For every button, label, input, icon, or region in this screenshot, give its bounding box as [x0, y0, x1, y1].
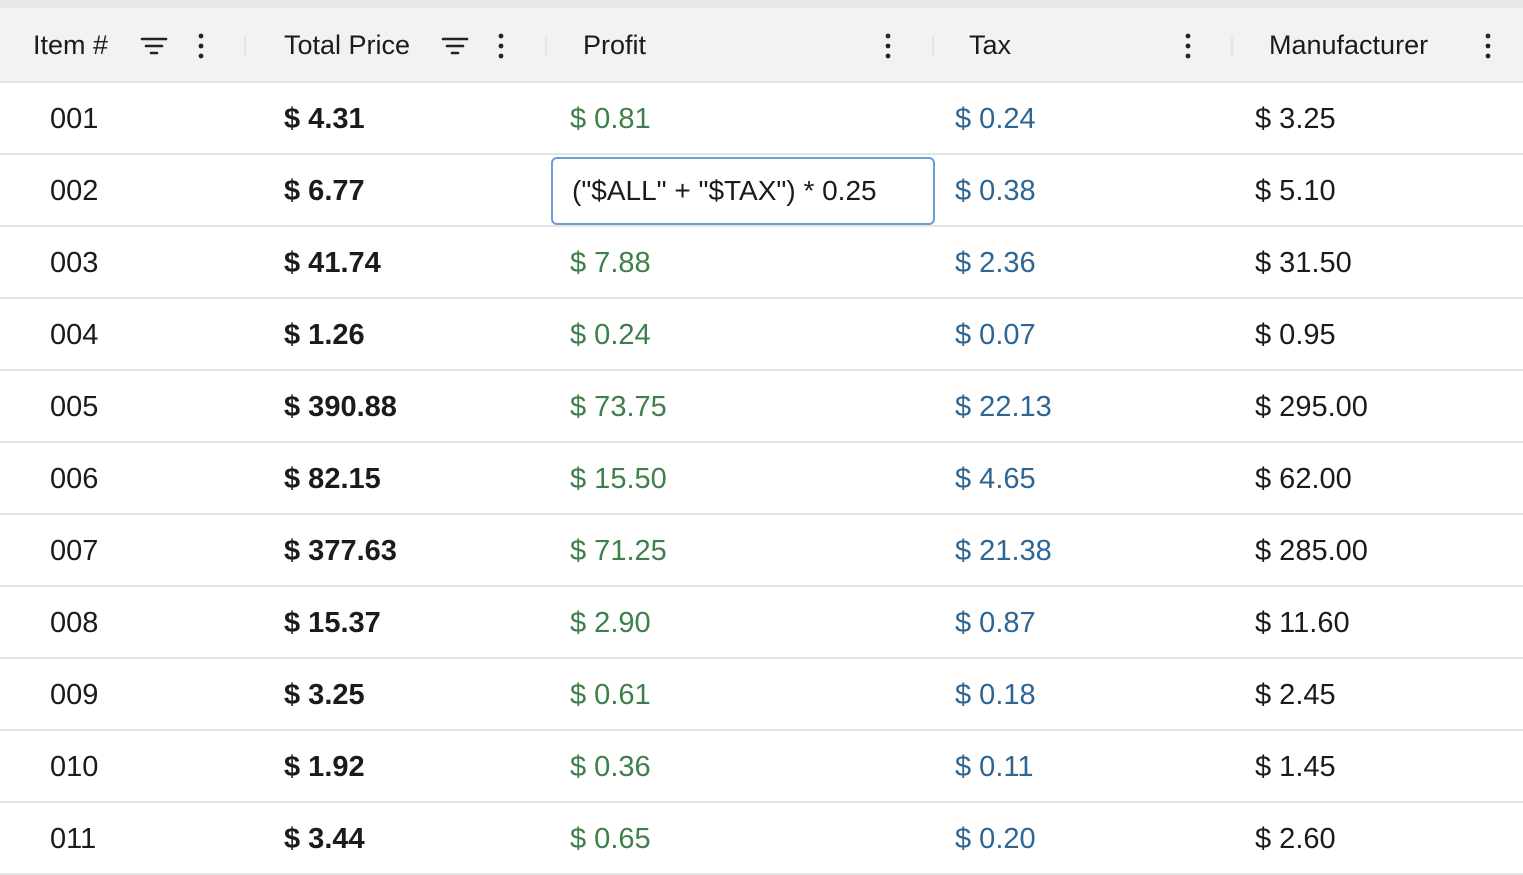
cell-profit[interactable]: $ 2.90: [570, 606, 651, 639]
column-resize-handle[interactable]: [545, 36, 547, 56]
cell-manufacturer[interactable]: $ 285.00: [1255, 534, 1368, 567]
cell-manufacturer[interactable]: $ 2.60: [1255, 822, 1336, 855]
cell-tax[interactable]: $ 0.38: [955, 174, 1036, 207]
cell-tax[interactable]: $ 0.07: [955, 318, 1036, 351]
cell-item[interactable]: 003: [50, 246, 99, 279]
cell-item[interactable]: 007: [50, 534, 99, 567]
cell-total[interactable]: $ 82.15: [284, 462, 381, 495]
cell-tax[interactable]: $ 0.87: [955, 606, 1036, 639]
cell-manufacturer[interactable]: $ 5.10: [1255, 174, 1336, 207]
top-strip: [0, 0, 1523, 8]
cell-total[interactable]: $ 3.25: [284, 678, 365, 711]
cell-profit[interactable]: $ 71.25: [570, 534, 667, 567]
cell-tax[interactable]: $ 0.11: [955, 750, 1034, 783]
table-row[interactable]: 008 $ 15.37 $ 2.90 $ 0.87 $ 11.60: [0, 587, 1523, 659]
kebab-menu-icon[interactable]: [883, 8, 893, 83]
cell-tax[interactable]: $ 0.24: [955, 102, 1036, 135]
cell-manufacturer[interactable]: $ 11.60: [1255, 606, 1350, 639]
cell-total[interactable]: $ 377.63: [284, 534, 397, 567]
kebab-menu-icon[interactable]: [196, 8, 206, 83]
cell-total[interactable]: $ 41.74: [284, 246, 381, 279]
cell-manufacturer[interactable]: $ 0.95: [1255, 318, 1336, 351]
table-row[interactable]: 007 $ 377.63 $ 71.25 $ 21.38 $ 285.00: [0, 515, 1523, 587]
cell-item[interactable]: 009: [50, 678, 99, 711]
cell-tax[interactable]: $ 0.18: [955, 678, 1036, 711]
cell-profit[interactable]: $ 15.50: [570, 462, 667, 495]
table-row[interactable]: 011 $ 3.44 $ 0.65 $ 0.20 $ 2.60: [0, 803, 1523, 875]
column-header-manufacturer[interactable]: Manufacturer: [1269, 30, 1429, 60]
kebab-menu-icon[interactable]: [1183, 8, 1193, 83]
cell-tax[interactable]: $ 21.38: [955, 534, 1052, 567]
column-header-profit[interactable]: Profit: [583, 30, 647, 60]
cell-total[interactable]: $ 390.88: [284, 390, 397, 423]
cell-total[interactable]: $ 1.92: [284, 750, 365, 783]
cell-profit[interactable]: $ 0.81: [570, 102, 651, 135]
table-row[interactable]: 009 $ 3.25 $ 0.61 $ 0.18 $ 2.45: [0, 659, 1523, 731]
cell-manufacturer[interactable]: $ 62.00: [1255, 462, 1352, 495]
cell-item[interactable]: 001: [50, 102, 99, 135]
cell-total[interactable]: $ 4.31: [284, 102, 365, 135]
cell-profit[interactable]: $ 0.61: [570, 678, 651, 711]
cell-item[interactable]: 006: [50, 462, 99, 495]
cell-manufacturer[interactable]: $ 1.45: [1255, 750, 1336, 783]
cell-total[interactable]: $ 3.44: [284, 822, 365, 855]
cell-manufacturer[interactable]: $ 31.50: [1255, 246, 1352, 279]
cell-manufacturer[interactable]: $ 295.00: [1255, 390, 1368, 423]
cell-profit[interactable]: $ 0.65: [570, 822, 651, 855]
cell-manufacturer[interactable]: $ 3.25: [1255, 102, 1336, 135]
column-resize-handle[interactable]: [932, 36, 934, 56]
column-resize-handle[interactable]: [1231, 36, 1233, 56]
profit-formula-editor[interactable]: [551, 157, 935, 225]
cell-total[interactable]: $ 6.77: [284, 174, 365, 207]
cell-profit[interactable]: $ 73.75: [570, 390, 667, 423]
table-row[interactable]: 002 $ 6.77 $ 0.38 $ 5.10: [0, 155, 1523, 227]
column-header-item[interactable]: Item #: [33, 30, 109, 60]
column-header-tax[interactable]: Tax: [969, 30, 1012, 60]
kebab-menu-icon[interactable]: [1483, 8, 1493, 83]
column-header-total-price[interactable]: Total Price: [284, 30, 411, 60]
table-row[interactable]: 006 $ 82.15 $ 15.50 $ 4.65 $ 62.00: [0, 443, 1523, 515]
cell-profit[interactable]: $ 0.24: [570, 318, 651, 351]
cell-item[interactable]: 008: [50, 606, 99, 639]
cell-item[interactable]: 005: [50, 390, 99, 423]
cell-tax[interactable]: $ 2.36: [955, 246, 1036, 279]
table-row[interactable]: 001 $ 4.31 $ 0.81 $ 0.24 $ 3.25: [0, 83, 1523, 155]
cell-tax[interactable]: $ 22.13: [955, 390, 1052, 423]
cell-total[interactable]: $ 1.26: [284, 318, 365, 351]
cell-item[interactable]: 011: [50, 822, 97, 855]
table-header: Item # Total Price Profit Tax Manufactur…: [0, 8, 1523, 83]
filter-icon[interactable]: [140, 8, 168, 83]
cell-profit[interactable]: $ 7.88: [570, 246, 651, 279]
cell-item[interactable]: 002: [50, 174, 99, 207]
filter-icon[interactable]: [441, 8, 469, 83]
column-resize-handle[interactable]: [244, 36, 246, 56]
table-row[interactable]: 004 $ 1.26 $ 0.24 $ 0.07 $ 0.95: [0, 299, 1523, 371]
cell-manufacturer[interactable]: $ 2.45: [1255, 678, 1336, 711]
cell-item[interactable]: 004: [50, 318, 99, 351]
cell-tax[interactable]: $ 0.20: [955, 822, 1036, 855]
table-row[interactable]: 003 $ 41.74 $ 7.88 $ 2.36 $ 31.50: [0, 227, 1523, 299]
cell-item[interactable]: 010: [50, 750, 99, 783]
cell-tax[interactable]: $ 4.65: [955, 462, 1036, 495]
kebab-menu-icon[interactable]: [496, 8, 506, 83]
cell-total[interactable]: $ 15.37: [284, 606, 381, 639]
cell-profit[interactable]: $ 0.36: [570, 750, 651, 783]
table-row[interactable]: 005 $ 390.88 $ 73.75 $ 22.13 $ 295.00: [0, 371, 1523, 443]
table-row[interactable]: 010 $ 1.92 $ 0.36 $ 0.11 $ 1.45: [0, 731, 1523, 803]
